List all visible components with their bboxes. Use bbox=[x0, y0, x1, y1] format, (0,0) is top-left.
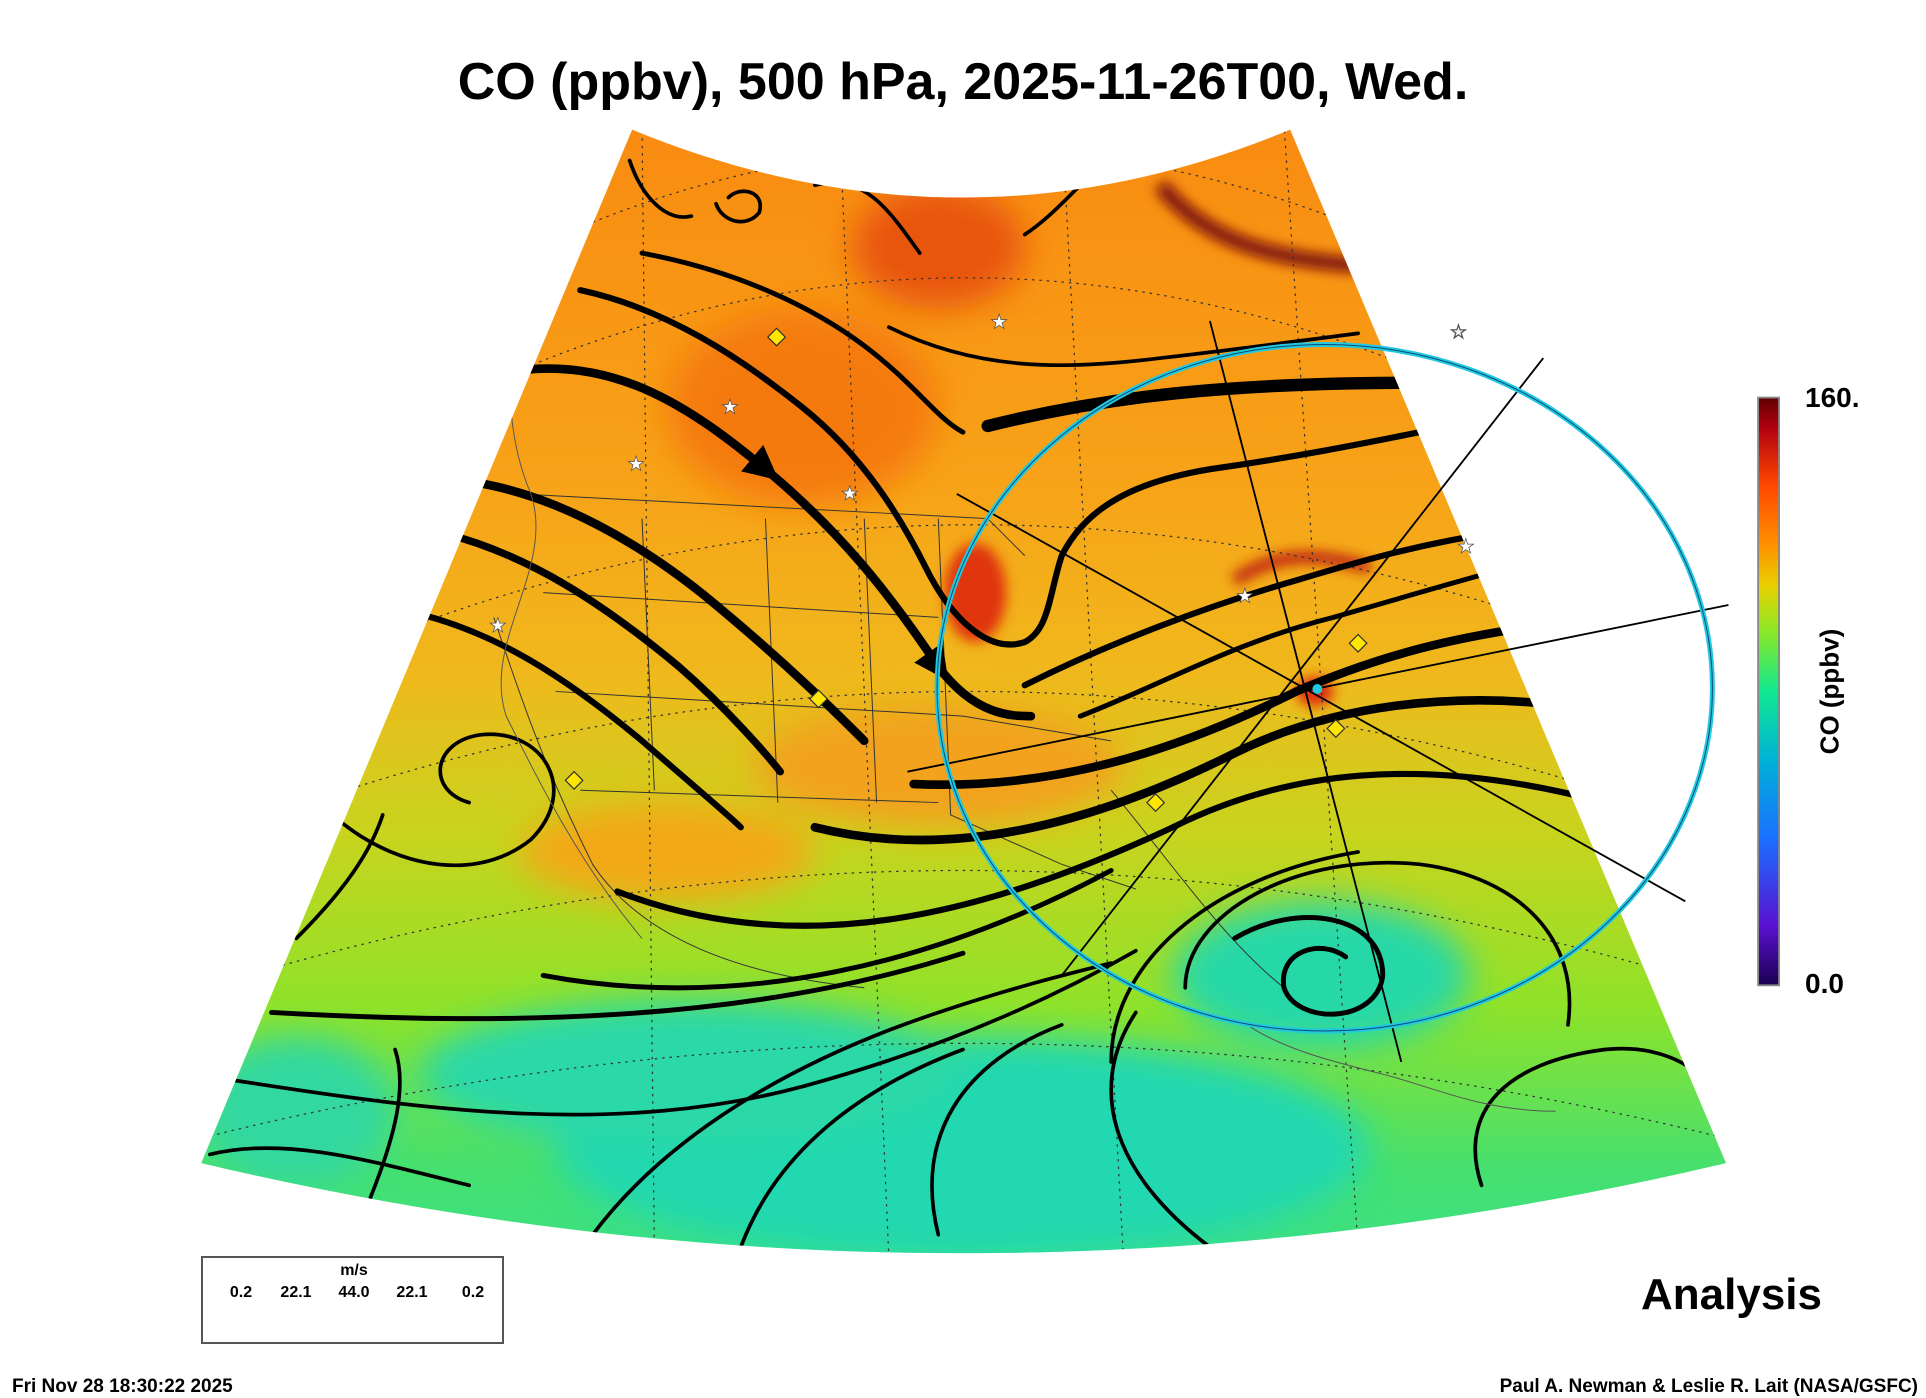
wind-streamlines bbox=[208, 158, 1712, 1249]
trajectory-lines bbox=[907, 320, 1729, 1063]
svg-text:★: ★ bbox=[841, 483, 859, 505]
star-markers: ★ ★ ★ ★ ★ ★ ★ ☆ bbox=[489, 311, 1475, 637]
svg-text:★: ★ bbox=[721, 397, 739, 419]
wind-speed-legend: m/s 0.2 22.1 44.0 22.1 0.2 bbox=[201, 1256, 504, 1344]
legend-speed: 0.2 bbox=[461, 1284, 485, 1301]
colorbar-max-label: 160. bbox=[1805, 382, 1860, 413]
colorbar-title: CO (ppbv) bbox=[1814, 628, 1845, 755]
diamond-markers bbox=[564, 327, 1368, 813]
svg-text:☆: ☆ bbox=[1449, 321, 1467, 343]
legend-unit: m/s bbox=[340, 1262, 368, 1279]
legend-speed: 22.1 bbox=[396, 1284, 428, 1301]
analysis-label: Analysis bbox=[1641, 1270, 1822, 1319]
legend-speed: 22.1 bbox=[280, 1284, 312, 1301]
legend-speed: 0.2 bbox=[229, 1284, 253, 1301]
svg-text:★: ★ bbox=[627, 453, 645, 475]
co-field bbox=[201, 129, 1726, 1254]
colorbar-min-label: 0.0 bbox=[1805, 968, 1844, 999]
colorbar bbox=[1757, 396, 1781, 987]
footer-timestamp: Fri Nov 28 18:30:22 2025 bbox=[12, 1376, 233, 1397]
svg-text:★: ★ bbox=[1236, 586, 1254, 608]
svg-text:★: ★ bbox=[1457, 536, 1475, 558]
plot-title: CO (ppbv), 500 hPa, 2025-11-26T00, Wed. bbox=[457, 53, 1469, 111]
legend-speed: 44.0 bbox=[338, 1284, 370, 1301]
svg-text:★: ★ bbox=[489, 615, 507, 637]
footer-credit: Paul A. Newman & Leslie R. Lait (NASA/GS… bbox=[1499, 1376, 1918, 1397]
svg-text:★: ★ bbox=[990, 311, 1008, 333]
center-marker bbox=[1312, 684, 1323, 694]
